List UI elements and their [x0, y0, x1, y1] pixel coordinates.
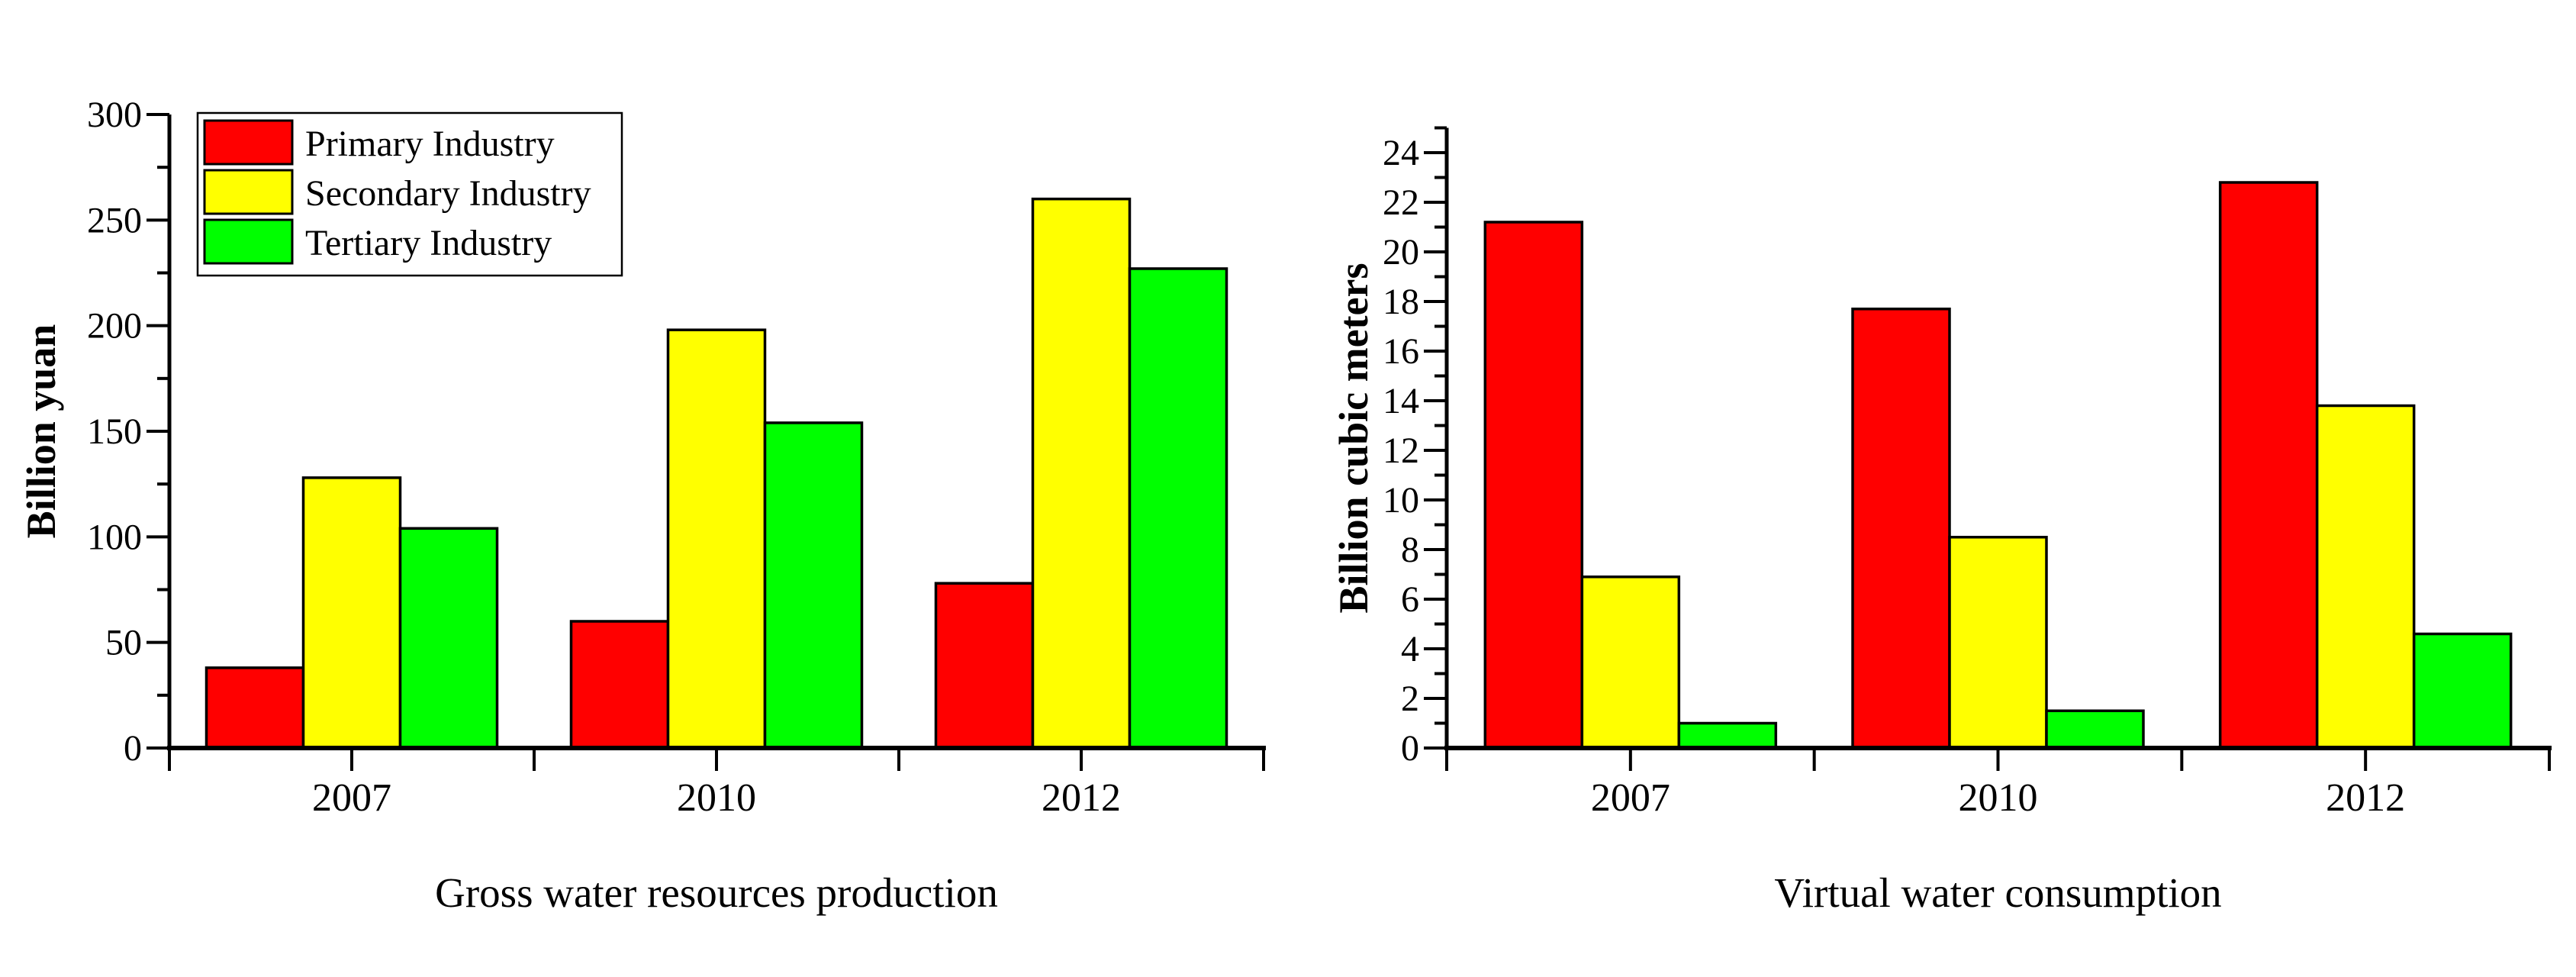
- x-category-label: 2012: [1042, 776, 1121, 820]
- y-tick-label: 200: [87, 306, 142, 347]
- y-tick-label: 14: [1383, 381, 1419, 421]
- chart-caption: Virtual water consumption: [1774, 869, 2221, 916]
- bar-2012-series-2: [2412, 632, 2513, 750]
- y-tick-label: 300: [87, 95, 142, 135]
- bars: [1483, 181, 2513, 750]
- y-tick-label: 24: [1383, 133, 1419, 173]
- y-axis-title: Billion yuan: [18, 324, 64, 539]
- bar-2010-series-2: [2045, 709, 2145, 750]
- legend: Primary Industry Secondary Industry Tertia…: [196, 111, 623, 277]
- legend-swatch-0: [203, 119, 294, 166]
- bar-2010-series-2: [763, 421, 864, 750]
- y-tick-label: 20: [1383, 232, 1419, 272]
- bar-2012-series-0: [934, 582, 1035, 750]
- y-tick-label: 18: [1383, 282, 1419, 322]
- y-tick-label: 10: [1383, 480, 1419, 521]
- y-tick-label: 4: [1401, 629, 1419, 669]
- axis-tick-labels: 0 50 100 150 200 250 300 2007 2010 2012: [87, 95, 1121, 820]
- bar-2012-series-2: [1128, 267, 1228, 750]
- y-tick-label: 150: [87, 411, 142, 452]
- axes: [147, 113, 1266, 771]
- legend-swatch-2: [203, 218, 294, 265]
- bar-2010-series-1: [1948, 536, 2048, 750]
- y-tick-label: 50: [105, 623, 142, 663]
- bar-2007-series-0: [204, 666, 305, 750]
- y-tick-label: 16: [1383, 331, 1419, 372]
- y-tick-label: 22: [1383, 182, 1419, 223]
- y-tick-label: 100: [87, 517, 142, 557]
- x-category-label: 2010: [677, 776, 756, 820]
- y-tick-label: 2: [1401, 679, 1419, 719]
- bar-2012-series-1: [1031, 197, 1132, 750]
- bar-2010-series-0: [1851, 308, 1951, 750]
- legend-label-1: Secondary Industry: [305, 173, 591, 214]
- bar-2012-series-0: [2218, 181, 2319, 750]
- y-tick-label: 8: [1401, 530, 1419, 570]
- bar-2007-series-1: [1580, 576, 1681, 750]
- y-axis-title: Billion cubic meters: [1331, 263, 1377, 614]
- x-category-label: 2007: [1591, 776, 1670, 820]
- axes: [1424, 126, 2552, 771]
- y-tick-label: 0: [1401, 728, 1419, 769]
- x-category-label: 2012: [2326, 776, 2405, 820]
- bar-2010-series-1: [666, 328, 767, 750]
- y-tick-label: 250: [87, 200, 142, 240]
- bar-2007-series-0: [1483, 221, 1584, 750]
- y-tick-label: 6: [1401, 579, 1419, 620]
- bar-2007-series-2: [398, 527, 499, 750]
- legend-label-2: Tertiary Industry: [305, 223, 552, 263]
- legend-label-0: Primary Industry: [305, 124, 555, 164]
- x-category-label: 2007: [312, 776, 391, 820]
- bar-2010-series-0: [569, 620, 670, 750]
- x-category-label: 2010: [1959, 776, 2038, 820]
- bar-2012-series-1: [2315, 404, 2416, 750]
- legend-swatch-1: [203, 169, 294, 215]
- y-tick-label: 0: [124, 728, 142, 769]
- bars: [204, 197, 1228, 750]
- chart-caption: Gross water resources production: [435, 869, 998, 916]
- bar-2007-series-2: [1677, 721, 1778, 750]
- gross-water-production-chart: 0 50 100 150 200 250 300 2007 2010 2012 Billion yu…: [18, 95, 1266, 916]
- bar-2007-series-1: [301, 476, 402, 750]
- y-tick-label: 12: [1383, 430, 1419, 471]
